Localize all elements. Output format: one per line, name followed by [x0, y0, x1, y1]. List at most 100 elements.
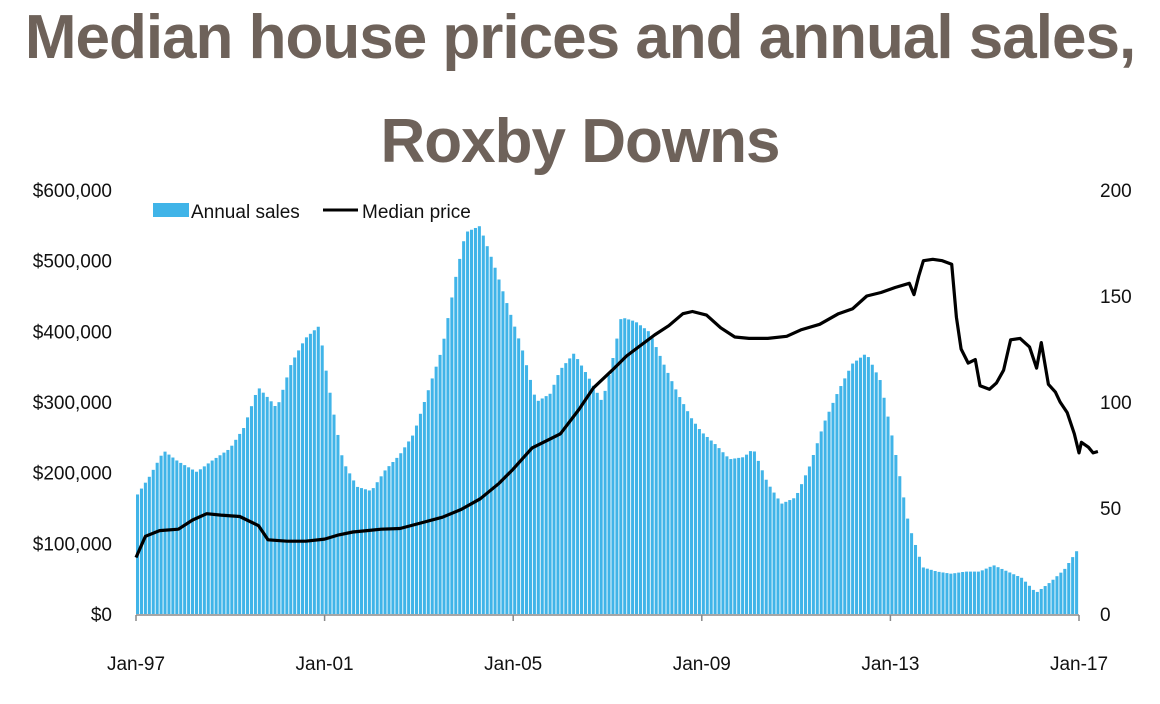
annual-sales-bar: [921, 567, 925, 614]
annual-sales-bar: [171, 457, 175, 614]
y-left-tick-label: $500,000: [33, 252, 112, 273]
annual-sales-bar: [175, 460, 179, 614]
annual-sales-bar: [289, 365, 293, 614]
annual-sales-bar: [379, 476, 383, 614]
annual-sales-bar: [242, 428, 246, 614]
annual-sales-bar: [438, 354, 442, 614]
annual-sales-bar: [367, 490, 371, 614]
x-tick-label: Jan-13: [861, 654, 919, 675]
annual-sales-bar: [414, 425, 419, 614]
legend-label-annual-sales: Annual sales: [191, 202, 300, 223]
annual-sales-bar: [265, 396, 269, 614]
legend-label-median-price: Median price: [362, 202, 471, 223]
annual-sales-bar: [745, 454, 749, 614]
annual-sales-bar: [800, 484, 804, 614]
annual-sales-bar: [949, 573, 953, 614]
annual-sales-bar: [886, 416, 890, 614]
annual-sales-bar: [580, 365, 584, 614]
annual-sales-bar: [167, 454, 171, 614]
annual-sales-bar: [925, 568, 929, 614]
annual-sales-bar: [996, 567, 1000, 614]
annual-sales-bar: [273, 406, 277, 614]
annual-sales-bar: [595, 392, 599, 614]
annual-sales-bar: [733, 458, 737, 614]
annual-sales-bar: [1031, 589, 1035, 614]
y-left-tick-label: $0: [91, 605, 112, 626]
annual-sales-bar: [206, 463, 210, 614]
annual-sales-bar: [528, 379, 532, 614]
annual-sales-bar: [163, 451, 167, 614]
annual-sales-bar: [976, 571, 980, 614]
annual-sales-bar: [945, 573, 949, 614]
annual-sales-bar: [709, 440, 713, 614]
annual-sales-bar: [1012, 574, 1016, 614]
annual-sales-bar: [748, 451, 753, 614]
annual-sales-bar: [894, 455, 898, 614]
annual-sales-bar: [902, 497, 906, 614]
y-axis-right: 200 150 100 50 0: [1100, 181, 1132, 626]
annual-sales-bar: [866, 357, 870, 614]
annual-sales-bar: [968, 571, 973, 614]
annual-sales-bar: [403, 447, 407, 614]
annual-sales-bar: [434, 366, 438, 614]
annual-sales-bar: [356, 486, 360, 614]
annual-sales-bar: [532, 394, 536, 614]
annual-sales-bar: [246, 417, 250, 614]
legend: Annual sales Median price: [153, 202, 471, 223]
annual-sales-bar: [332, 414, 336, 614]
annual-sales-bar: [544, 396, 548, 614]
annual-sales-bar: [898, 476, 902, 614]
median-price-line: [134, 257, 1099, 559]
annual-sales-bar: [202, 466, 206, 614]
annual-sales-bar: [316, 326, 320, 614]
annual-sales-bar: [855, 360, 859, 614]
annual-sales-bar: [650, 338, 654, 614]
annual-sales-bar: [1059, 572, 1063, 614]
annual-sales-bar: [701, 433, 705, 614]
annual-sales-bar: [835, 394, 839, 614]
annual-sales-bar: [509, 314, 513, 614]
annual-sales-bar: [1051, 579, 1055, 614]
annual-sales-bar: [328, 392, 332, 614]
annual-sales-bar: [281, 389, 285, 614]
annual-sales-bar: [1008, 572, 1012, 614]
annual-sales-bar: [304, 337, 309, 614]
annual-sales-bar: [788, 500, 792, 614]
y-left-tick-label: $400,000: [33, 322, 112, 343]
annual-sales-bar: [583, 372, 587, 614]
annual-sales-bar: [957, 572, 961, 614]
y-right-tick-label: 50: [1100, 499, 1121, 520]
annual-sales-bar: [882, 397, 886, 614]
annual-sales-bar: [1071, 557, 1075, 614]
annual-sales-bar: [764, 479, 768, 614]
annual-sales-bar: [607, 374, 611, 614]
annual-sales-bar: [627, 319, 631, 614]
annual-sales-bar: [941, 572, 945, 614]
annual-sales-bar: [477, 226, 481, 614]
annual-sales-bar: [344, 466, 348, 614]
annual-sales-bar: [198, 469, 202, 614]
annual-sales-bar: [536, 400, 540, 614]
annual-sales-bar: [815, 443, 819, 614]
x-tick-label: Jan-05: [484, 654, 542, 675]
annual-sales-bar: [458, 258, 462, 614]
annual-sales-bar: [1027, 585, 1031, 614]
annual-sales-bars: [136, 226, 1079, 615]
annual-sales-bar: [984, 568, 988, 614]
annual-sales-bar: [320, 345, 324, 614]
annual-sales-bar: [450, 297, 454, 614]
annual-sales-bar: [870, 364, 874, 614]
annual-sales-bar: [517, 338, 521, 614]
annual-sales-bar: [666, 372, 670, 614]
annual-sales-bar: [1047, 583, 1051, 614]
annual-sales-bar: [399, 453, 403, 614]
x-tick-label: Jan-97: [107, 654, 165, 675]
annual-sales-bar: [505, 303, 509, 614]
annual-sales-bar: [819, 431, 823, 614]
y-left-tick-label: $100,000: [33, 534, 112, 555]
annual-sales-bar: [619, 319, 623, 614]
annual-sales-bar: [387, 466, 391, 614]
annual-sales-bar: [269, 401, 273, 614]
y-right-tick-label: 100: [1100, 393, 1132, 414]
annual-sales-bar: [839, 386, 843, 614]
